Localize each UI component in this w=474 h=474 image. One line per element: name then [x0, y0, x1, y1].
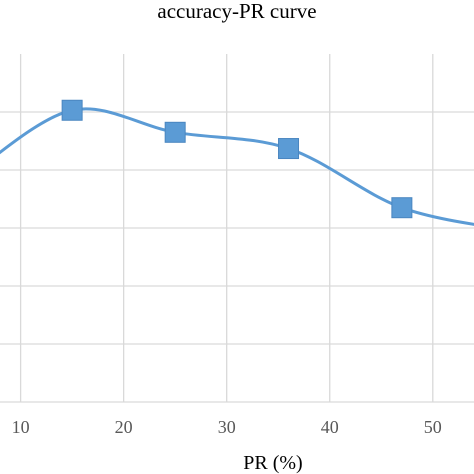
x-tick-label-4: 50: [424, 417, 442, 437]
series-layer: [0, 99, 474, 226]
data-point-2: [164, 121, 186, 143]
data-point-1: [61, 99, 83, 121]
data-point-4: [391, 197, 413, 219]
grid-layer: [0, 54, 474, 403]
x-tick-label-0: 10: [12, 417, 30, 437]
x-tick-label-3: 40: [321, 417, 339, 437]
data-point-3: [278, 138, 300, 160]
x-tick-label-2: 30: [218, 417, 236, 437]
chart-title: accuracy-PR curve: [157, 0, 316, 23]
x-axis-label: PR (%): [243, 452, 302, 474]
x-tick-labels: 10 20 30 40 50: [12, 417, 442, 437]
x-tick-label-1: 20: [115, 417, 133, 437]
